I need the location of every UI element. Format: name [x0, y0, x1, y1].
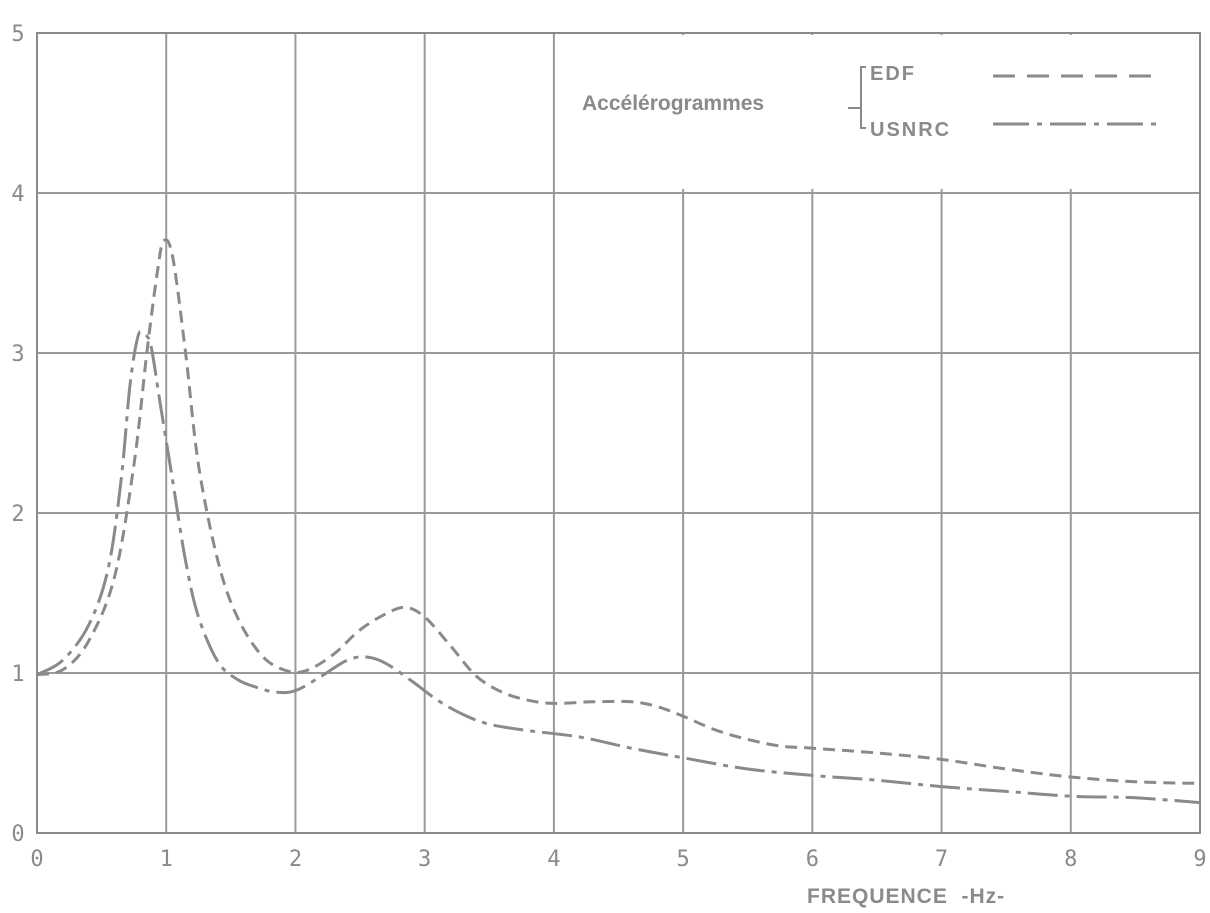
x-tick-labels: 0 1 2 3 4 5 6 7 8 9: [30, 847, 1206, 872]
x-tick-label-0: 0: [30, 847, 43, 872]
plot-frame: [36, 32, 1201, 834]
x-tick-label-5: 5: [676, 847, 689, 872]
x-tick-label-2: 2: [289, 847, 302, 872]
series-line-edf: [36, 238, 1201, 785]
y-tick-label-1: 1: [11, 662, 24, 687]
x-tick-label-3: 3: [418, 847, 431, 872]
x-tick-label-6: 6: [806, 847, 819, 872]
legend-bracket: [848, 66, 866, 129]
y-tick-labels: 0 1 2 3 4 5: [11, 22, 24, 847]
x-tick-label-1: 1: [160, 847, 173, 872]
y-tick-label-2: 2: [11, 502, 24, 527]
series-line-usnrc: [36, 330, 1201, 805]
legend-background: [555, 35, 1198, 189]
x-axis-title: FREQUENCE -Hz-: [807, 885, 1005, 908]
y-tick-label-0: 0: [11, 822, 24, 847]
y-tick-label-5: 5: [11, 22, 24, 47]
x-tick-label-8: 8: [1064, 847, 1077, 872]
legend-label-edf: EDF: [870, 63, 916, 85]
y-tick-label-3: 3: [11, 342, 24, 367]
legend: Accélérogrammes EDF USNRC: [582, 63, 1163, 141]
y-tick-label-4: 4: [11, 182, 24, 207]
series: [36, 238, 1201, 805]
legend-title: Accélérogrammes: [582, 92, 764, 115]
x-tick-label-4: 4: [547, 847, 560, 872]
x-tick-label-7: 7: [935, 847, 948, 872]
legend-label-usnrc: USNRC: [870, 119, 951, 141]
x-tick-label-9: 9: [1193, 847, 1206, 872]
